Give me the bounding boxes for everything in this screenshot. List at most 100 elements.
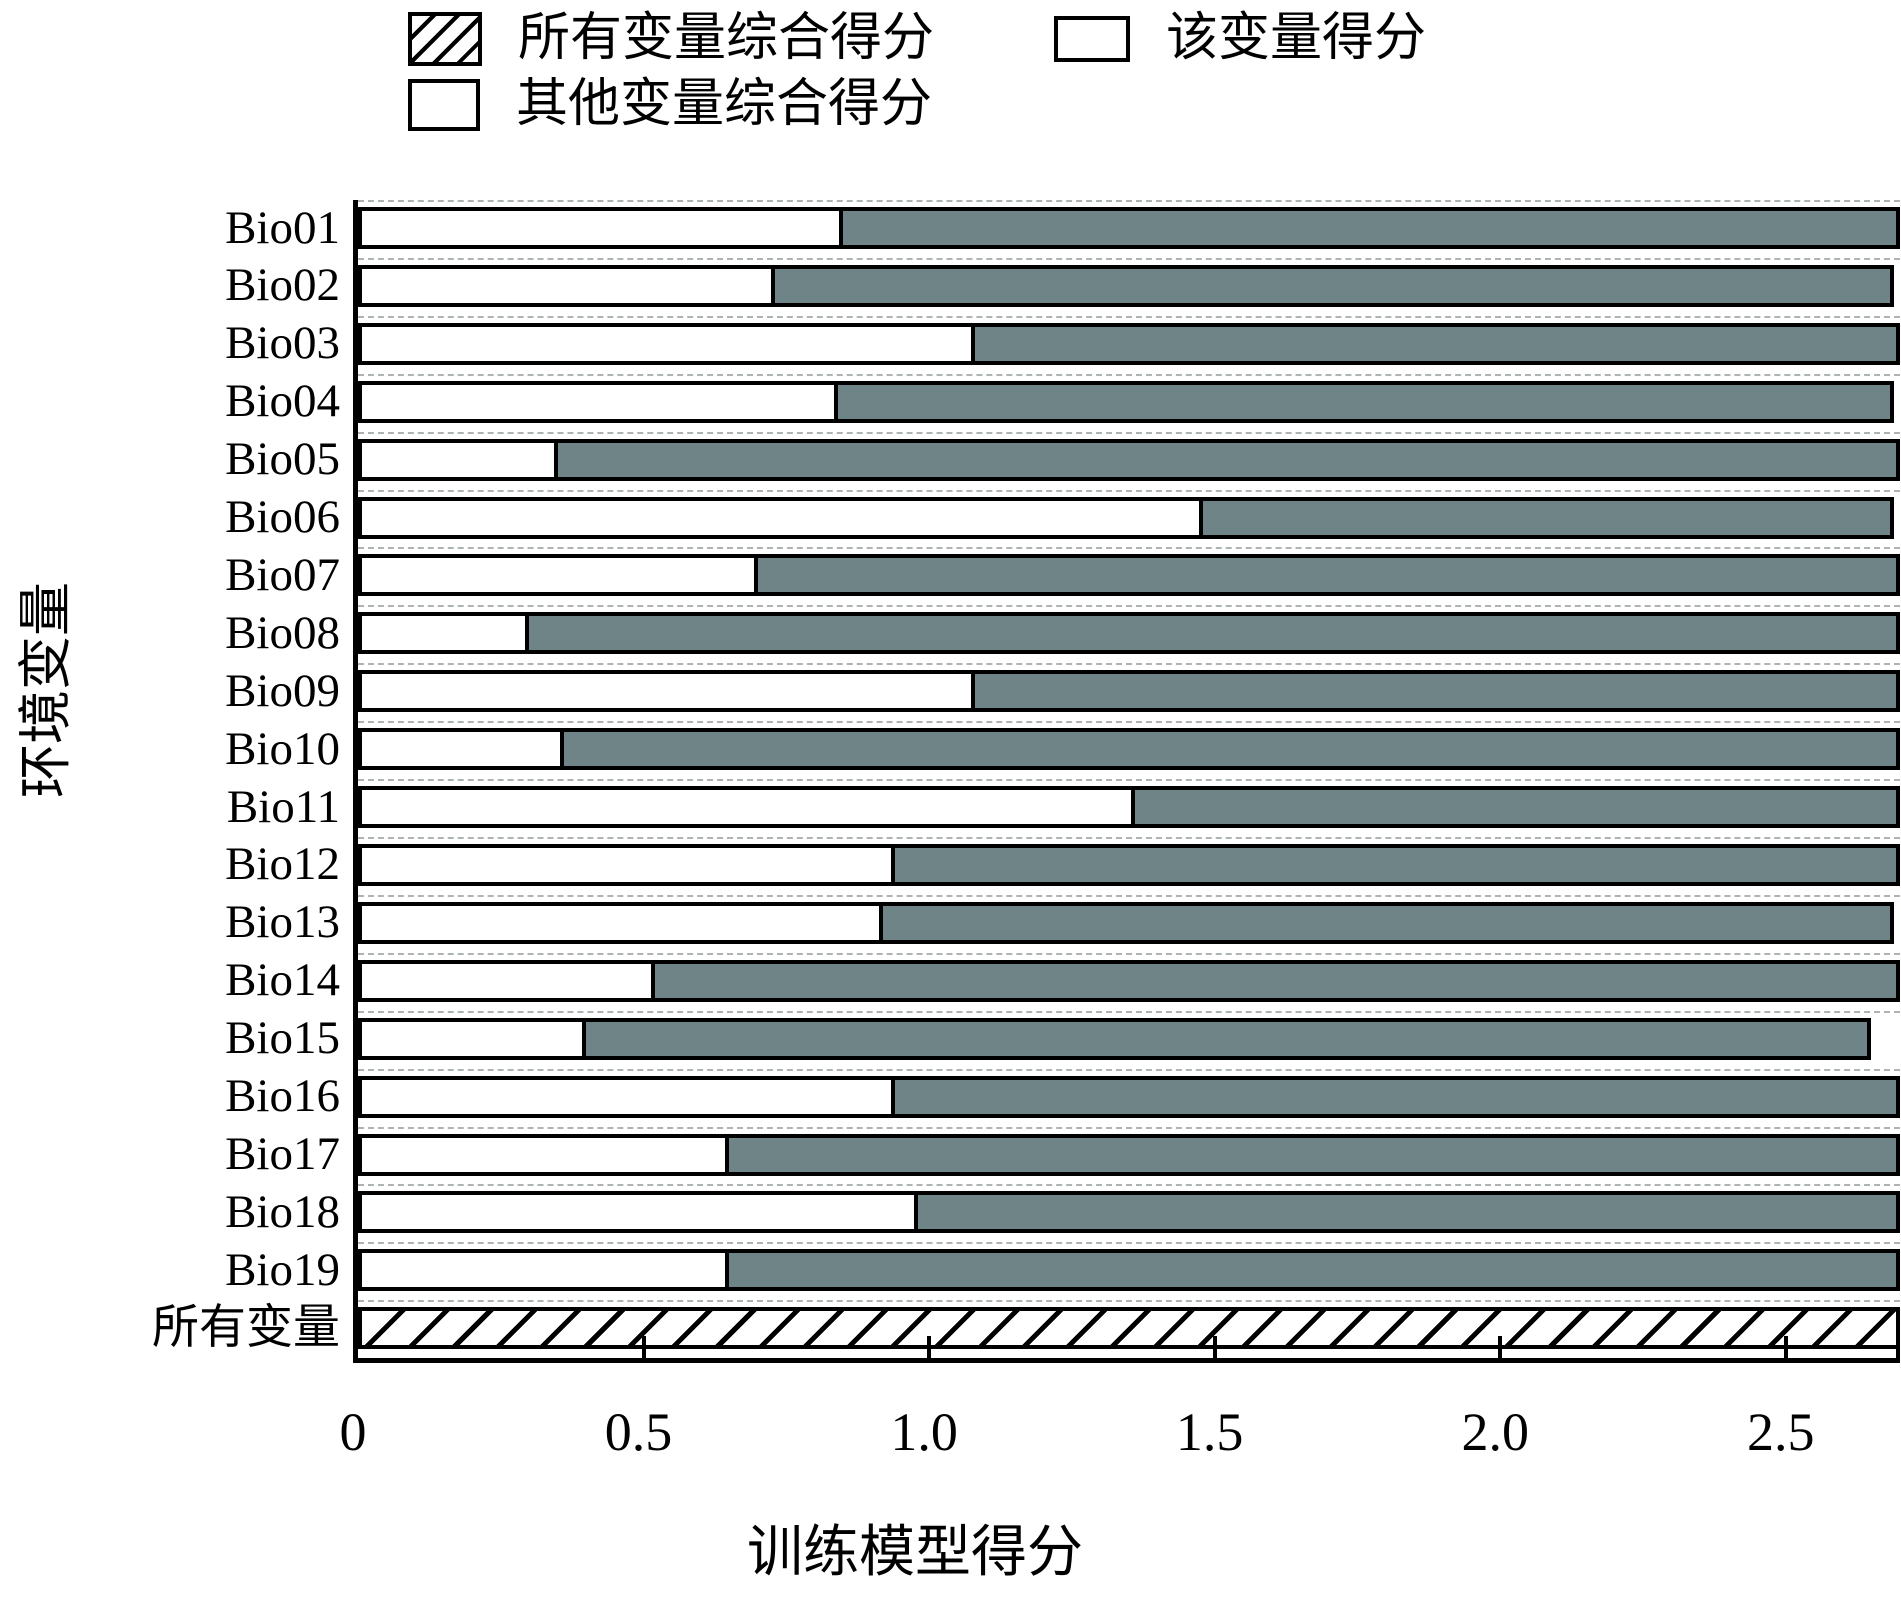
y-tick-label-Bio19: Bio19 [225, 1243, 340, 1296]
white-swatch-icon [1054, 16, 1131, 62]
y-tick-label-Bio11: Bio11 [226, 780, 340, 833]
bar-this-variable-score-Bio18 [358, 1191, 918, 1234]
x-tick-label-2.0: 2.0 [1461, 1402, 1529, 1462]
dashed-gridline [358, 894, 1900, 897]
dashed-gridline [358, 431, 1900, 434]
bar-this-variable-score-Bio11 [358, 786, 1135, 829]
legend-label-this-variable: 该变量得分 [1166, 10, 1427, 67]
category-row-Bio05: Bio05 [225, 431, 1900, 490]
bar-this-variable-score-Bio12 [358, 843, 895, 886]
category-row-Bio07: Bio07 [225, 547, 1900, 605]
dashed-gridline [358, 489, 1900, 492]
category-row-Bio18: Bio18 [225, 1184, 1900, 1242]
bar-this-variable-score-Bio10 [358, 728, 564, 771]
bar-this-variable-score-Bio03 [358, 322, 975, 365]
y-tick-label-Bio15: Bio15 [225, 1012, 340, 1065]
legend-row-1: 所有变量综合得分 该变量得分 [408, 6, 1808, 72]
category-row-Bio09: Bio09 [225, 663, 1900, 721]
y-tick-label-Bio03: Bio03 [225, 317, 340, 370]
x-axis-end-tick [1896, 1336, 1900, 1358]
bar-other-variables-score-Bio08 [358, 612, 1900, 655]
y-tick-label-Bio06: Bio06 [225, 491, 340, 544]
category-row-Bio17: Bio17 [225, 1126, 1900, 1185]
bar-this-variable-score-Bio19 [358, 1249, 730, 1292]
category-row-所有变量: 所有变量 [152, 1300, 1900, 1358]
dashed-gridline [358, 952, 1900, 955]
dashed-gridline [358, 1300, 1900, 1303]
x-tick-mark-2.5 [1783, 1336, 1788, 1358]
y-tick-label-Bio14: Bio14 [225, 954, 340, 1007]
dashed-gridline [358, 1184, 1900, 1187]
legend: 所有变量综合得分 该变量得分 其他变量综合得分 [408, 6, 1808, 138]
legend-label-all-variables: 所有变量综合得分 [518, 10, 935, 67]
x-tick-mark-0.5 [641, 1336, 646, 1358]
bar-this-variable-score-Bio07 [358, 554, 758, 597]
y-tick-label-Bio10: Bio10 [225, 722, 340, 775]
dashed-gridline [358, 663, 1900, 666]
plot-area: Bio01 Bio02 Bio03 Bio04 Bio05 Bio06 Bio07 Bio08… [152, 200, 1900, 1363]
dashed-gridline [358, 1242, 1900, 1245]
gray-swatch-icon [408, 79, 480, 131]
category-row-Bio19: Bio19 [225, 1242, 1900, 1300]
y-axis-title: 环境变量 [16, 582, 76, 798]
category-row-Bio08: Bio08 [225, 605, 1900, 663]
category-row-Bio01: Bio01 [225, 200, 1900, 258]
x-tick-mark-2.0 [1498, 1336, 1503, 1358]
y-tick-label-Bio17: Bio17 [225, 1128, 340, 1180]
legend-item-other-variables: 其他变量综合得分 [408, 79, 932, 131]
legend-label-other-variables: 其他变量综合得分 [516, 76, 933, 133]
x-tick-labels: 0 0.5 1.0 1.5 2.0 2.5 [340, 1402, 1895, 1475]
x-tick-label-1.5: 1.5 [1175, 1402, 1244, 1462]
dashed-gridline [358, 257, 1900, 260]
hatched-swatch-icon [408, 12, 482, 66]
dashed-gridline [358, 547, 1900, 550]
category-row-Bio12: Bio12 [225, 836, 1900, 895]
category-row-Bio04: Bio04 [225, 373, 1900, 432]
x-tick-mark-1.0 [927, 1336, 932, 1358]
x-tick-label-2.5: 2.5 [1747, 1402, 1815, 1462]
y-tick-label-Bio16: Bio16 [225, 1070, 340, 1123]
bar-this-variable-score-Bio09 [358, 670, 975, 713]
bar-this-variable-score-Bio04 [358, 380, 838, 423]
y-tick-label-Bio12: Bio12 [225, 838, 340, 891]
dashed-gridline [358, 1010, 1900, 1013]
legend-row-2: 其他变量综合得分 [408, 72, 1808, 138]
dashed-gridline [358, 836, 1900, 839]
bar-rows: Bio01 Bio02 Bio03 Bio04 Bio05 Bio06 Bio07 Bio08… [152, 200, 1900, 1358]
bar-other-variables-score-Bio15 [358, 1017, 1872, 1060]
category-row-Bio06: Bio06 [225, 489, 1900, 548]
dashed-gridline [358, 315, 1900, 318]
category-row-Bio11: Bio11 [227, 779, 1900, 837]
x-tick-label-0: 0 [339, 1402, 367, 1462]
y-tick-label-Bio09: Bio09 [225, 664, 340, 717]
dashed-gridline [358, 200, 1900, 202]
category-row-Bio13: Bio13 [225, 894, 1900, 953]
bar-this-variable-score-Bio17 [358, 1133, 730, 1176]
legend-item-this-variable: 该变量得分 [1054, 13, 1426, 65]
bar-this-variable-score-Bio14 [358, 959, 655, 1002]
y-tick-label-Bio02: Bio02 [225, 259, 340, 312]
category-row-Bio16: Bio16 [225, 1068, 1900, 1127]
bar-this-variable-score-Bio05 [358, 438, 558, 481]
dashed-gridline [358, 605, 1900, 608]
legend-item-all-variables: 所有变量综合得分 [408, 12, 934, 66]
y-tick-label-Bio08: Bio08 [225, 606, 340, 659]
bar-this-variable-score-Bio15 [358, 1017, 587, 1060]
x-axis-title: 训练模型得分 [747, 1522, 1083, 1584]
dashed-gridline [358, 721, 1900, 724]
category-row-Bio15: Bio15 [225, 1010, 1900, 1069]
bar-this-variable-score-Bio08 [358, 612, 530, 655]
y-tick-label-Bio18: Bio18 [225, 1185, 340, 1238]
bar-other-variables-score-Bio10 [358, 728, 1900, 771]
dashed-gridline [358, 373, 1900, 376]
x-tick-label-1.0: 1.0 [890, 1402, 958, 1462]
bar-this-variable-score-Bio16 [358, 1075, 895, 1118]
category-row-Bio03: Bio03 [225, 315, 1900, 374]
dashed-gridline [358, 1126, 1900, 1129]
y-tick-label-Bio13: Bio13 [225, 896, 340, 949]
y-tick-label-Bio04: Bio04 [225, 375, 340, 428]
y-tick-label-Bio07: Bio07 [225, 548, 340, 601]
category-row-Bio10: Bio10 [225, 721, 1900, 779]
bar-this-variable-score-Bio06 [358, 496, 1204, 539]
